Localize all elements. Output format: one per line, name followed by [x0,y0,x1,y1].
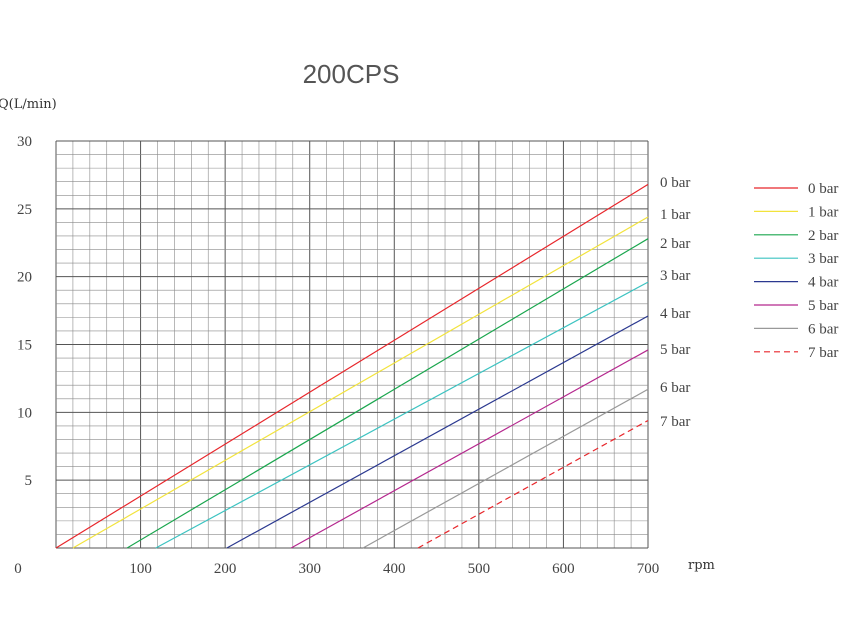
series-line-1-bar [72,216,649,549]
line-end-label: 5 bar [660,342,690,358]
line-end-label: 7 bar [660,414,690,430]
line-end-label: 1 bar [660,207,690,223]
y-tick-label: 20 [17,270,32,286]
legend-label: 0 bar [808,181,838,197]
series-line-6-bar [362,388,649,549]
legend-label: 7 bar [808,345,838,361]
legend: 0 bar 1 bar 2 bar 3 bar 4 bar 5 bar 6 bar 7 bar [754,181,838,361]
x-tick-label: 300 [298,561,321,577]
tick-labels: 0 100 200 300 400 500 600 700 5 10 15 20 25 30 [14,134,659,577]
grid [55,140,649,549]
y-tick-label: 5 [25,473,33,489]
series-line-2-bar [126,238,649,549]
series-line-5-bar [290,349,649,549]
x-axis-label: rpm [688,558,715,573]
x-tick-label: 100 [129,561,152,577]
y-tick-label: 25 [17,202,32,218]
series-lines [55,183,649,549]
x-tick-label: 0 [14,561,22,577]
legend-label: 2 bar [808,228,838,244]
x-tick-label: 400 [383,561,406,577]
line-end-label: 0 bar [660,175,690,191]
series-line-7-bar [417,419,649,549]
y-tick-label: 15 [17,338,32,354]
legend-label: 5 bar [808,298,838,314]
legend-label: 1 bar [808,204,838,220]
line-end-labels: 0 bar 1 bar 2 bar 3 bar 4 bar 5 bar 6 bar 7 bar [660,175,690,430]
line-end-label: 2 bar [660,236,690,252]
x-tick-label: 700 [637,561,660,577]
legend-label: 3 bar [808,251,838,267]
y-tick-label: 10 [17,405,32,421]
y-tick-label: 30 [17,134,32,150]
series-line-4-bar [226,315,649,549]
legend-label: 4 bar [808,275,838,291]
series-line-3-bar [155,281,649,549]
line-end-label: 6 bar [660,380,690,396]
line-end-label: 3 bar [660,268,690,284]
line-end-label: 4 bar [660,306,690,322]
x-tick-label: 500 [468,561,491,577]
x-tick-label: 600 [552,561,575,577]
series-line-0-bar [55,183,649,549]
chart-title: 200CPS [303,59,400,89]
y-axis-label: Q(L/min) [0,97,57,112]
legend-label: 6 bar [808,321,838,337]
x-tick-label: 200 [214,561,237,577]
